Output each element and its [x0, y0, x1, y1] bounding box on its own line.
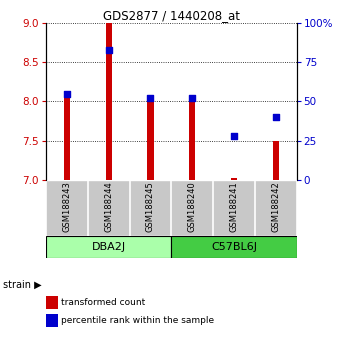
Text: percentile rank within the sample: percentile rank within the sample [61, 316, 214, 325]
Bar [106, 23, 112, 180]
Bar [64, 98, 70, 180]
Bar [273, 141, 279, 180]
Text: strain ▶: strain ▶ [3, 280, 42, 290]
Point [231, 133, 237, 139]
Point [64, 91, 70, 96]
Bar [189, 98, 195, 180]
Text: GSM188242: GSM188242 [271, 181, 280, 232]
Point [190, 96, 195, 101]
Text: GSM188243: GSM188243 [62, 181, 71, 232]
Bar [231, 178, 237, 180]
Bar [147, 102, 153, 180]
Text: C57BL6J: C57BL6J [211, 242, 257, 252]
Text: GSM188241: GSM188241 [229, 181, 238, 232]
Text: DBA2J: DBA2J [92, 242, 126, 252]
Point [106, 47, 112, 52]
Point [148, 96, 153, 101]
Point [273, 114, 279, 120]
Bar [46, 236, 171, 258]
Text: transformed count: transformed count [61, 298, 146, 307]
Text: GSM188244: GSM188244 [104, 181, 113, 232]
Bar [172, 236, 297, 258]
Text: GSM188245: GSM188245 [146, 181, 155, 232]
Title: GDS2877 / 1440208_at: GDS2877 / 1440208_at [103, 9, 240, 22]
Text: GSM188240: GSM188240 [188, 181, 197, 232]
